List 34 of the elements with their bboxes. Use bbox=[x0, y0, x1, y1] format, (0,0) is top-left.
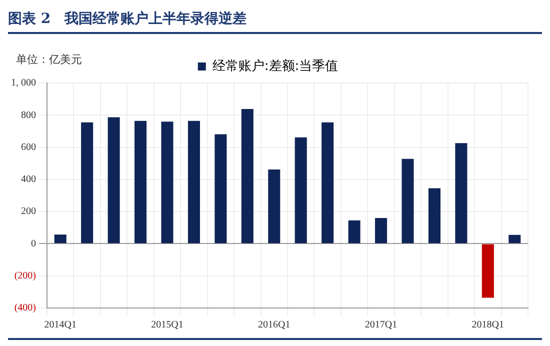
y-tick-label: (400) bbox=[14, 302, 36, 314]
y-tick-label: 1, 000 bbox=[11, 78, 36, 89]
bar bbox=[294, 137, 307, 244]
x-tick-label: 2014Q1 bbox=[44, 320, 76, 331]
bar bbox=[241, 109, 254, 244]
bar bbox=[322, 122, 334, 244]
bar bbox=[161, 122, 174, 244]
bar bbox=[375, 218, 388, 244]
chart-title: 图表 2 我国经常账户上半年录得逆差 bbox=[8, 8, 542, 34]
bar bbox=[268, 169, 280, 244]
bar bbox=[81, 122, 94, 244]
bar bbox=[134, 120, 147, 244]
y-tick-label: 400 bbox=[21, 174, 36, 186]
x-tick-label: 2018Q1 bbox=[472, 320, 504, 331]
y-tick-label: 800 bbox=[21, 110, 36, 121]
bar bbox=[214, 134, 227, 244]
bar bbox=[54, 234, 66, 244]
y-tick-label: 200 bbox=[21, 206, 36, 218]
x-tick-label: 2016Q1 bbox=[258, 320, 290, 331]
bar bbox=[428, 188, 440, 244]
bar bbox=[482, 244, 494, 298]
x-tick-label: 2017Q1 bbox=[364, 320, 398, 331]
y-tick-label: 600 bbox=[21, 142, 36, 153]
bar bbox=[348, 220, 360, 244]
bar bbox=[188, 120, 200, 244]
bar bbox=[402, 158, 414, 244]
x-tick-label: 2015Q1 bbox=[151, 320, 184, 331]
bar bbox=[455, 143, 468, 244]
bar bbox=[508, 234, 521, 244]
y-tick-label: (200) bbox=[14, 270, 36, 282]
legend-label: 经常账户:差额:当季值 bbox=[212, 58, 338, 74]
y-axis-title: 单位：亿美元 bbox=[16, 52, 82, 67]
y-tick-label: 0 bbox=[31, 238, 36, 250]
bar bbox=[108, 117, 120, 244]
